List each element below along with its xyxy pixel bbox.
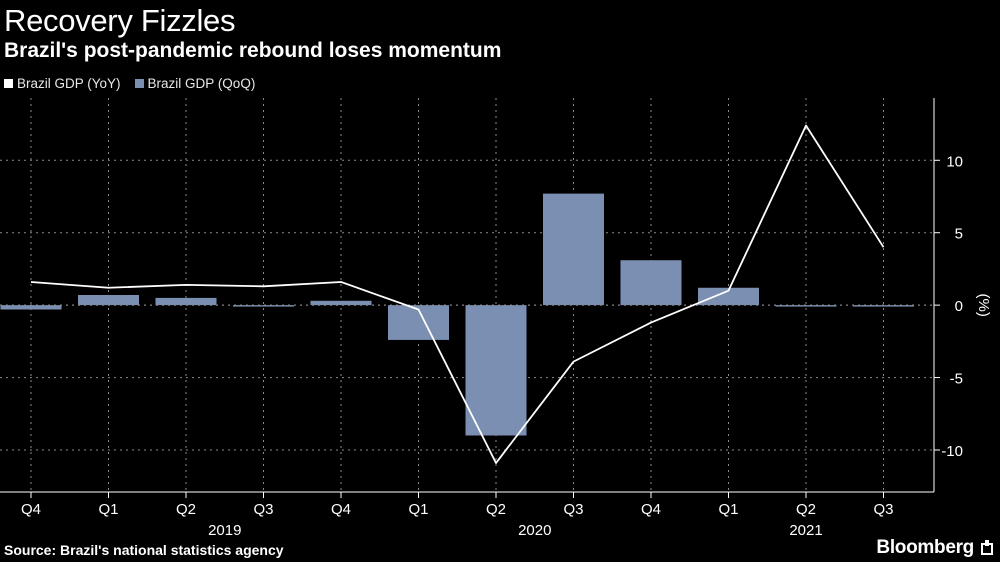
x-tick-label: Q1: [718, 501, 738, 518]
line-yoy: [30, 124, 885, 464]
source-note: Source: Brazil's national statistics age…: [4, 542, 284, 558]
bar-qoq: [155, 297, 217, 306]
bar-qoq: [78, 295, 139, 306]
bar-qoq: [0, 305, 62, 310]
legend: Brazil GDP (YoY) Brazil GDP (QoQ): [4, 76, 255, 91]
legend-item-qoq: Brazil GDP (QoQ): [134, 76, 256, 91]
bar-qoq: [465, 305, 527, 436]
bar-qoq: [853, 305, 914, 307]
x-tick-label: Q1: [98, 501, 118, 518]
legend-label-qoq: Brazil GDP (QoQ): [147, 76, 256, 91]
y-tick-label: -5: [950, 371, 963, 388]
y-tick-label: -10: [941, 443, 963, 460]
x-tick-label: Q2: [176, 501, 196, 518]
bar-qoq: [620, 260, 682, 306]
bar-qoq: [233, 305, 294, 307]
share-icon: [980, 540, 994, 556]
bar-qoq: [310, 300, 372, 306]
legend-label-yoy: Brazil GDP (YoY): [17, 76, 121, 91]
x-tick-label: Q4: [331, 501, 351, 518]
chart-title: Recovery Fizzles: [4, 3, 236, 38]
y-axis-label: (%): [975, 293, 992, 316]
x-tick-label: Q4: [21, 501, 41, 518]
x-tick-label: Q3: [873, 501, 893, 518]
legend-item-yoy: Brazil GDP (YoY): [4, 76, 121, 91]
brand-name: Bloomberg: [876, 537, 974, 558]
legend-swatch-yoy: [4, 79, 13, 88]
x-year-label: 2020: [518, 522, 551, 539]
bar-qoq: [543, 193, 604, 306]
brand-logo: Bloomberg: [876, 537, 994, 559]
x-tick-label: Q3: [563, 501, 583, 518]
x-year-label: 2019: [208, 522, 241, 539]
x-tick-label: Q2: [796, 501, 816, 518]
bar-qoq: [775, 305, 837, 307]
chart-subtitle: Brazil's post-pandemic rebound loses mom…: [4, 39, 502, 62]
y-tick-label: 5: [955, 226, 963, 243]
bar-qoq: [698, 287, 759, 306]
x-year-label: 2021: [789, 522, 822, 539]
x-tick-label: Q4: [641, 501, 661, 518]
x-tick-label: Q3: [253, 501, 273, 518]
legend-swatch-qoq: [134, 79, 144, 88]
y-tick-label: 0: [955, 298, 963, 315]
y-tick-label: 10: [946, 153, 963, 170]
x-tick-label: Q2: [486, 501, 506, 518]
x-tick-label: Q1: [408, 501, 428, 518]
